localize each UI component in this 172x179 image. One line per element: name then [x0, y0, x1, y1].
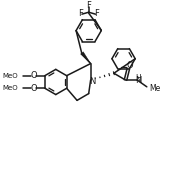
Text: O: O [30, 84, 37, 93]
Text: O: O [126, 61, 133, 70]
Polygon shape [80, 52, 91, 64]
Text: F: F [78, 9, 83, 18]
Text: N: N [89, 76, 96, 86]
Text: Me: Me [150, 84, 161, 93]
Text: H: H [136, 74, 141, 83]
Text: F: F [86, 1, 91, 10]
Text: F: F [94, 9, 99, 18]
Text: MeO: MeO [2, 73, 18, 79]
Text: N: N [135, 76, 141, 84]
Text: O: O [30, 71, 37, 80]
Text: MeO: MeO [2, 85, 18, 91]
